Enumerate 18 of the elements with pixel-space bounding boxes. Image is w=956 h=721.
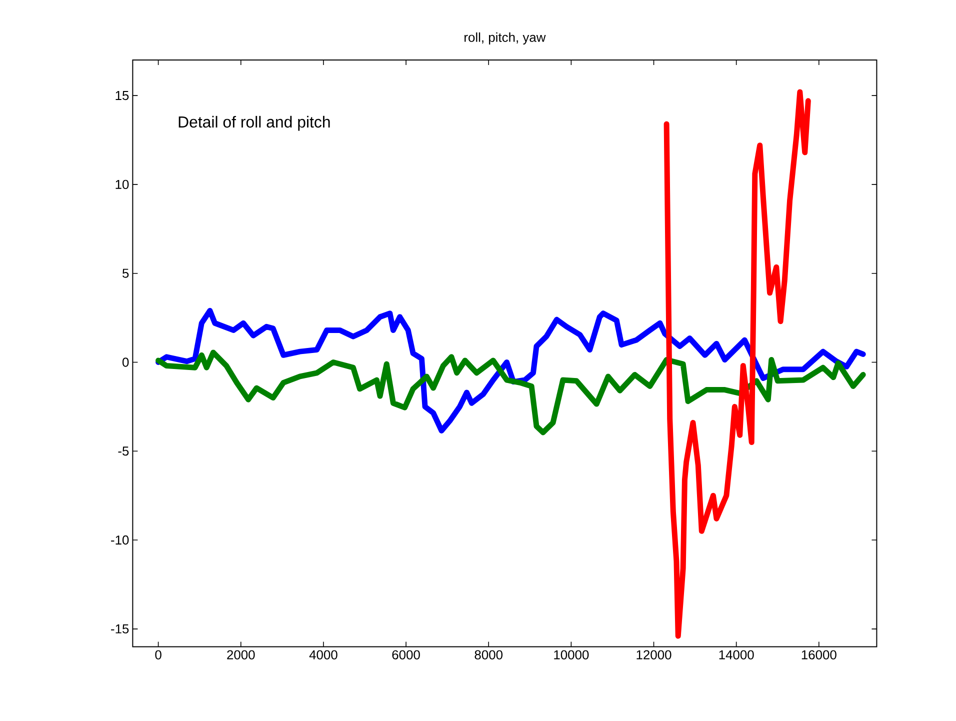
x-tick-label: 6000 <box>392 650 420 660</box>
x-tick-label: 14000 <box>719 650 754 660</box>
y-tick-label: 10 <box>116 180 129 190</box>
y-tick-label: -5 <box>118 446 129 456</box>
x-tick-label: 2000 <box>227 650 255 660</box>
x-tick-label: 10000 <box>554 650 589 660</box>
annotation: Detail of roll and pitch <box>178 116 330 131</box>
y-tick-label: -10 <box>111 535 129 545</box>
y-tick-label: 5 <box>122 268 129 278</box>
x-tick-label: 8000 <box>474 650 503 660</box>
x-tick-label: 0 <box>155 650 162 660</box>
chart-title: roll, pitch, yaw <box>464 32 546 44</box>
y-tick-label: 0 <box>122 358 129 367</box>
x-tick-label: 4000 <box>309 650 338 660</box>
y-tick-label: -15 <box>111 624 129 634</box>
x-tick-label: 16000 <box>802 650 836 660</box>
y-tick-label: 15 <box>116 91 129 100</box>
x-tick-label: 12000 <box>636 650 672 660</box>
